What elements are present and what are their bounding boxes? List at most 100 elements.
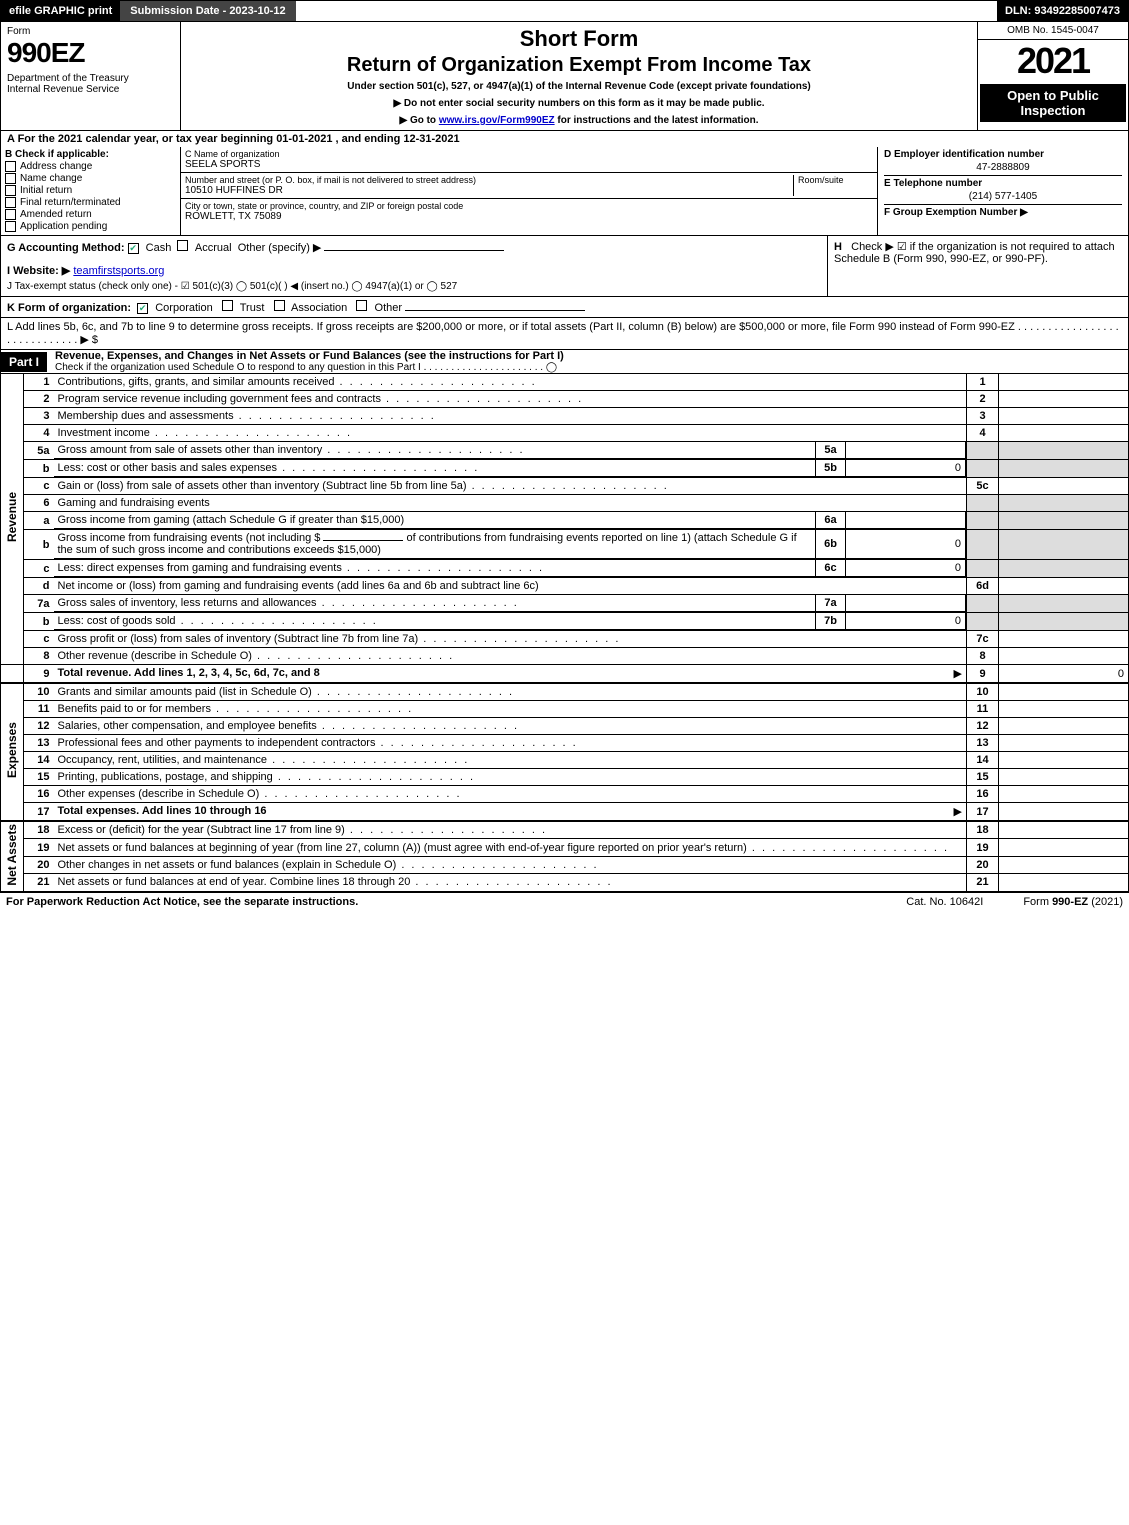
part1-title: Revenue, Expenses, and Changes in Net As… <box>47 350 1128 362</box>
cash-checkbox[interactable] <box>128 243 139 254</box>
line-amt <box>999 821 1129 839</box>
table-row: b Gross income from fundraising events (… <box>1 530 1129 560</box>
line-box: 11 <box>967 701 999 718</box>
line-desc: Less: direct expenses from gaming and fu… <box>54 560 967 578</box>
cb-address-change[interactable]: Address change <box>5 161 176 172</box>
city-label: City or town, state or province, country… <box>185 201 873 211</box>
line-amt <box>999 839 1129 856</box>
line-num: c <box>24 560 54 578</box>
trust-label: Trust <box>240 302 265 314</box>
line-box: 21 <box>967 874 999 891</box>
g-label: G Accounting Method: <box>7 242 125 254</box>
trust-checkbox[interactable] <box>222 300 233 311</box>
header-center: Short Form Return of Organization Exempt… <box>181 22 978 130</box>
other-specify-field[interactable] <box>324 250 504 251</box>
cb-label: Address change <box>20 161 92 172</box>
mid-num: 6c <box>816 560 846 577</box>
room-label: Room/suite <box>798 175 873 185</box>
line-amt <box>999 631 1129 648</box>
cb-name-change[interactable]: Name change <box>5 173 176 184</box>
footer-form-pre: Form <box>1023 896 1052 908</box>
other-checkbox[interactable] <box>356 300 367 311</box>
line-box: 17 <box>967 803 999 822</box>
line-amt <box>999 374 1129 391</box>
line-num: a <box>24 512 54 530</box>
form-header: Form 990EZ Department of the Treasury In… <box>0 22 1129 131</box>
checkbox-icon[interactable] <box>5 161 16 172</box>
line-box: 14 <box>967 752 999 769</box>
line-num: 8 <box>24 648 54 665</box>
line-desc: Net income or (loss) from gaming and fun… <box>54 578 967 595</box>
i-line: I Website: ▶ teamfirstsports.org <box>7 264 821 277</box>
street-block: Number and street (or P. O. box, if mail… <box>181 173 877 199</box>
efile-label[interactable]: efile GRAPHIC print <box>1 1 120 21</box>
checkbox-icon[interactable] <box>5 197 16 208</box>
line-desc: Gain or (loss) from sale of assets other… <box>54 478 967 495</box>
line-desc: Printing, publications, postage, and shi… <box>54 769 967 786</box>
footer-form-year: (2021) <box>1088 896 1123 908</box>
assoc-checkbox[interactable] <box>274 300 285 311</box>
l-line: L Add lines 5b, 6c, and 7b to line 9 to … <box>0 318 1129 350</box>
table-row: Expenses 10 Grants and similar amounts p… <box>1 683 1129 701</box>
g-line: G Accounting Method: Cash Accrual Other … <box>7 240 821 254</box>
cb-label: Amended return <box>20 209 92 220</box>
line-amt <box>999 752 1129 769</box>
department-label: Department of the Treasury Internal Reve… <box>7 73 174 95</box>
line-box: 19 <box>967 839 999 856</box>
other-org-label: Other <box>375 302 403 314</box>
mid-amt: 0 <box>846 613 966 630</box>
line-num: 1 <box>24 374 54 391</box>
g-section: G Accounting Method: Cash Accrual Other … <box>1 236 828 296</box>
line-num: 5a <box>24 442 54 460</box>
line-amt <box>999 408 1129 425</box>
short-form-title: Short Form <box>187 26 971 52</box>
goto-pre: ▶ Go to <box>399 115 438 126</box>
cb-label: Name change <box>20 173 82 184</box>
line-box: 8 <box>967 648 999 665</box>
line-desc: Net assets or fund balances at beginning… <box>54 839 967 856</box>
street-label: Number and street (or P. O. box, if mail… <box>185 175 793 185</box>
line-desc: Gross profit or (loss) from sales of inv… <box>54 631 967 648</box>
mid-amt <box>846 442 966 459</box>
table-row: 8 Other revenue (describe in Schedule O)… <box>1 648 1129 665</box>
cb-initial-return[interactable]: Initial return <box>5 185 176 196</box>
line-box: 6d <box>967 578 999 595</box>
line-box <box>967 460 999 478</box>
cb-final-return[interactable]: Final return/terminated <box>5 197 176 208</box>
line-box: 3 <box>967 408 999 425</box>
cb-amended-return[interactable]: Amended return <box>5 209 176 220</box>
corp-label: Corporation <box>155 302 212 314</box>
cash-label: Cash <box>146 242 172 254</box>
line-desc: Total revenue. Add lines 1, 2, 3, 4, 5c,… <box>54 665 967 684</box>
goto-line: ▶ Go to www.irs.gov/Form990EZ for instru… <box>187 115 971 126</box>
irs-link[interactable]: www.irs.gov/Form990EZ <box>439 115 555 126</box>
cb-application-pending[interactable]: Application pending <box>5 221 176 232</box>
mid-num: 7a <box>816 595 846 612</box>
line-amt <box>999 735 1129 752</box>
checkbox-icon[interactable] <box>5 209 16 220</box>
table-row: 19 Net assets or fund balances at beginn… <box>1 839 1129 856</box>
corp-checkbox[interactable] <box>137 303 148 314</box>
line-desc: Less: cost of goods sold 7b 0 <box>54 613 967 631</box>
line-box: 7c <box>967 631 999 648</box>
checkbox-icon[interactable] <box>5 185 16 196</box>
contrib-amount-field[interactable] <box>323 540 403 541</box>
checkbox-icon[interactable] <box>5 221 16 232</box>
submission-date: Submission Date - 2023-10-12 <box>120 1 295 21</box>
other-org-field[interactable] <box>405 310 585 311</box>
line-num: 10 <box>24 683 54 701</box>
table-row: 21 Net assets or fund balances at end of… <box>1 874 1129 891</box>
sections-bcd: B Check if applicable: Address change Na… <box>0 147 1129 236</box>
section-a: A For the 2021 calendar year, or tax yea… <box>0 131 1129 147</box>
accrual-checkbox[interactable] <box>177 240 188 251</box>
line-num: 7a <box>24 595 54 613</box>
checkbox-icon[interactable] <box>5 173 16 184</box>
section-def: D Employer identification number 47-2888… <box>878 147 1128 235</box>
website-link[interactable]: teamfirstsports.org <box>73 265 164 277</box>
form-number: 990EZ <box>7 37 174 69</box>
table-row: 12 Salaries, other compensation, and emp… <box>1 718 1129 735</box>
line-num: d <box>24 578 54 595</box>
h-label: H <box>834 241 842 253</box>
top-bar: efile GRAPHIC print Submission Date - 20… <box>0 0 1129 22</box>
table-row: 14 Occupancy, rent, utilities, and maint… <box>1 752 1129 769</box>
